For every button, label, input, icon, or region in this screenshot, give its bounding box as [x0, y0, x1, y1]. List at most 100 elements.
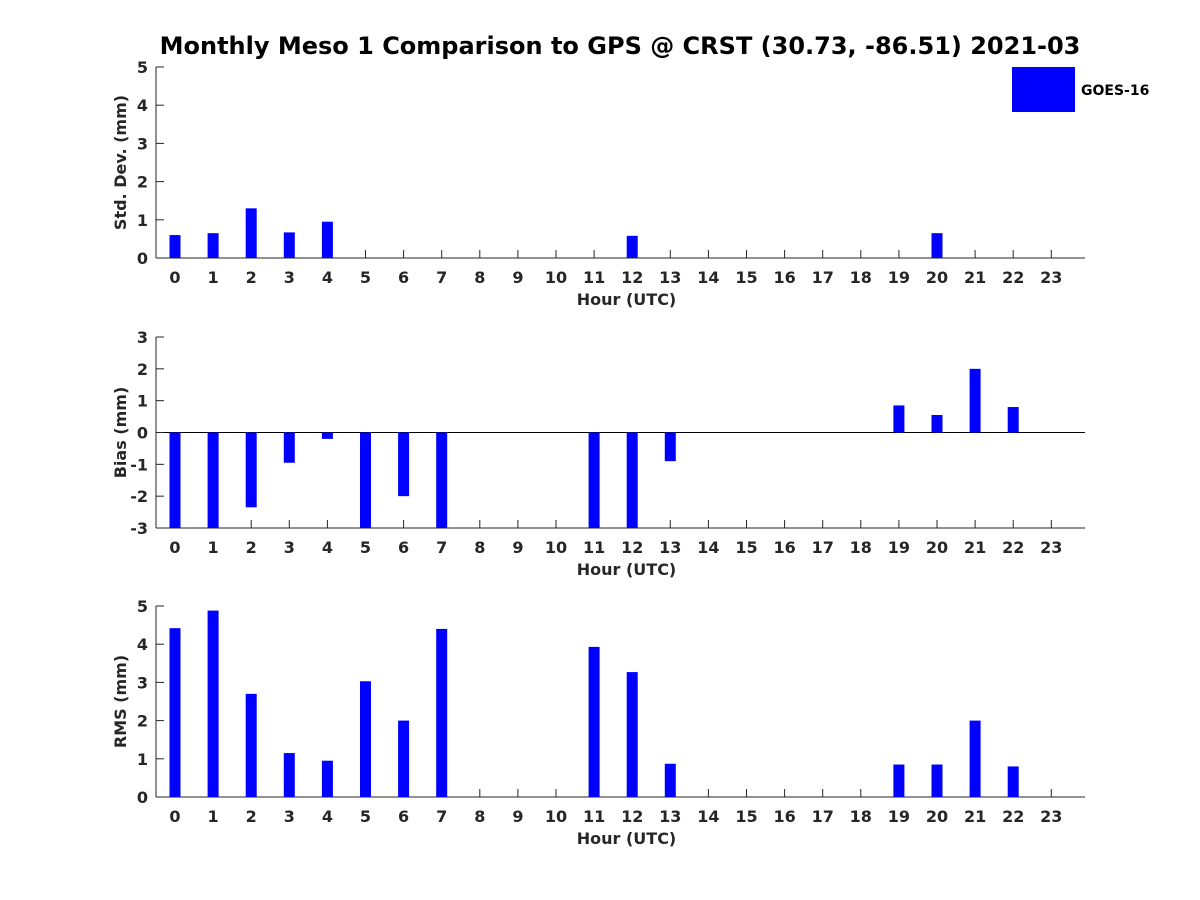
- y-tick-label: 0: [137, 424, 148, 443]
- x-tick-label: 8: [474, 268, 485, 287]
- x-tick-label: 1: [208, 807, 219, 826]
- x-tick-label: 4: [322, 538, 333, 557]
- y-tick-label: -2: [130, 487, 148, 506]
- bias-bar-4: [321, 432, 333, 439]
- bias-bar-19: [893, 405, 905, 433]
- y-axis-label: Bias (mm): [111, 387, 130, 479]
- x-tick-label: 23: [1040, 807, 1062, 826]
- x-tick-label: 22: [1002, 538, 1024, 557]
- bias-bar-5: [360, 432, 371, 528]
- x-tick-label: 20: [926, 538, 948, 557]
- std-dev-bar-4: [321, 221, 333, 258]
- y-tick-label: -1: [130, 455, 148, 474]
- x-tick-label: 5: [360, 268, 371, 287]
- bias-bar-3: [283, 432, 295, 463]
- x-tick-label: 8: [474, 538, 485, 557]
- rms-bar-11: [588, 646, 600, 797]
- x-tick-label: 9: [512, 268, 523, 287]
- legend-label: GOES-16: [1081, 83, 1149, 99]
- rms-bar-0: [169, 628, 181, 797]
- x-tick-label: 4: [322, 807, 333, 826]
- x-tick-label: 23: [1040, 538, 1062, 557]
- rms-bar-6: [398, 720, 410, 797]
- x-tick-label: 13: [659, 807, 681, 826]
- bias-bar-20: [931, 414, 943, 433]
- bias-bar-22: [1007, 407, 1019, 433]
- x-tick-label: 22: [1002, 807, 1024, 826]
- std-dev-bar-2: [245, 208, 257, 258]
- x-tick-label: 10: [545, 807, 567, 826]
- x-tick-label: 2: [246, 538, 257, 557]
- legend: GOES-16: [1012, 67, 1149, 112]
- x-tick-label: 20: [926, 268, 948, 287]
- rms-bar-7: [436, 628, 448, 797]
- chart-title: Monthly Meso 1 Comparison to GPS @ CRST …: [160, 32, 1081, 60]
- x-tick-label: 15: [735, 268, 757, 287]
- x-tick-label: 1: [208, 268, 219, 287]
- x-tick-label: 12: [621, 538, 643, 557]
- x-tick-label: 3: [284, 538, 295, 557]
- y-tick-label: 5: [137, 58, 148, 77]
- legend-swatch: [1012, 67, 1075, 112]
- x-tick-label: 7: [436, 268, 447, 287]
- x-tick-label: 21: [964, 807, 986, 826]
- x-tick-label: 6: [398, 807, 409, 826]
- rms-bar-2: [245, 693, 257, 797]
- x-tick-label: 17: [812, 807, 834, 826]
- x-tick-label: 10: [545, 268, 567, 287]
- y-tick-label: 4: [137, 96, 148, 115]
- x-tick-label: 5: [360, 538, 371, 557]
- y-axis-label: Std. Dev. (mm): [111, 95, 130, 230]
- rms-bar-3: [283, 753, 295, 797]
- x-tick-label: 15: [735, 807, 757, 826]
- x-tick-label: 18: [850, 538, 872, 557]
- bias-bar-12: [626, 432, 638, 528]
- bias-bar-21: [969, 368, 981, 433]
- x-tick-label: 16: [773, 268, 795, 287]
- rms-bar-22: [1007, 766, 1019, 797]
- x-tick-label: 9: [512, 538, 523, 557]
- y-tick-label: 2: [137, 173, 148, 192]
- x-tick-label: 14: [697, 538, 719, 557]
- x-tick-label: 12: [621, 807, 643, 826]
- y-tick-label: 3: [137, 328, 148, 347]
- x-tick-label: 12: [621, 268, 643, 287]
- x-tick-label: 13: [659, 538, 681, 557]
- x-tick-label: 0: [169, 538, 180, 557]
- x-tick-label: 21: [964, 538, 986, 557]
- x-tick-label: 20: [926, 807, 948, 826]
- x-tick-label: 18: [850, 268, 872, 287]
- x-tick-label: 23: [1040, 268, 1062, 287]
- rms-bar-20: [931, 764, 943, 797]
- x-tick-label: 5: [360, 807, 371, 826]
- bias-bar-0: [169, 432, 181, 528]
- y-tick-label: 4: [137, 635, 148, 654]
- std-dev-bar-1: [207, 233, 219, 258]
- y-axis-label: RMS (mm): [111, 655, 130, 748]
- y-tick-label: 2: [137, 360, 148, 379]
- std-dev-bar-20: [931, 233, 943, 258]
- x-tick-label: 16: [773, 538, 795, 557]
- x-tick-label: 19: [888, 268, 910, 287]
- y-tick-label: 1: [137, 211, 148, 230]
- x-tick-label: 21: [964, 268, 986, 287]
- x-tick-label: 13: [659, 268, 681, 287]
- x-tick-label: 22: [1002, 268, 1024, 287]
- rms-bar-19: [893, 764, 905, 797]
- x-tick-label: 6: [398, 538, 409, 557]
- rms-bar-4: [321, 760, 333, 797]
- x-tick-label: 7: [436, 807, 447, 826]
- x-tick-label: 3: [284, 268, 295, 287]
- bias-bar-13: [664, 432, 676, 462]
- x-axis-label: Hour (UTC): [577, 290, 677, 309]
- bias-bar-11: [588, 432, 600, 528]
- x-tick-label: 14: [697, 807, 719, 826]
- x-tick-label: 10: [545, 538, 567, 557]
- std-dev-bar-3: [283, 232, 295, 258]
- bias-bar-6: [398, 432, 410, 497]
- y-tick-label: 2: [137, 712, 148, 731]
- x-tick-label: 1: [208, 538, 219, 557]
- x-tick-label: 14: [697, 268, 719, 287]
- x-tick-label: 11: [583, 268, 605, 287]
